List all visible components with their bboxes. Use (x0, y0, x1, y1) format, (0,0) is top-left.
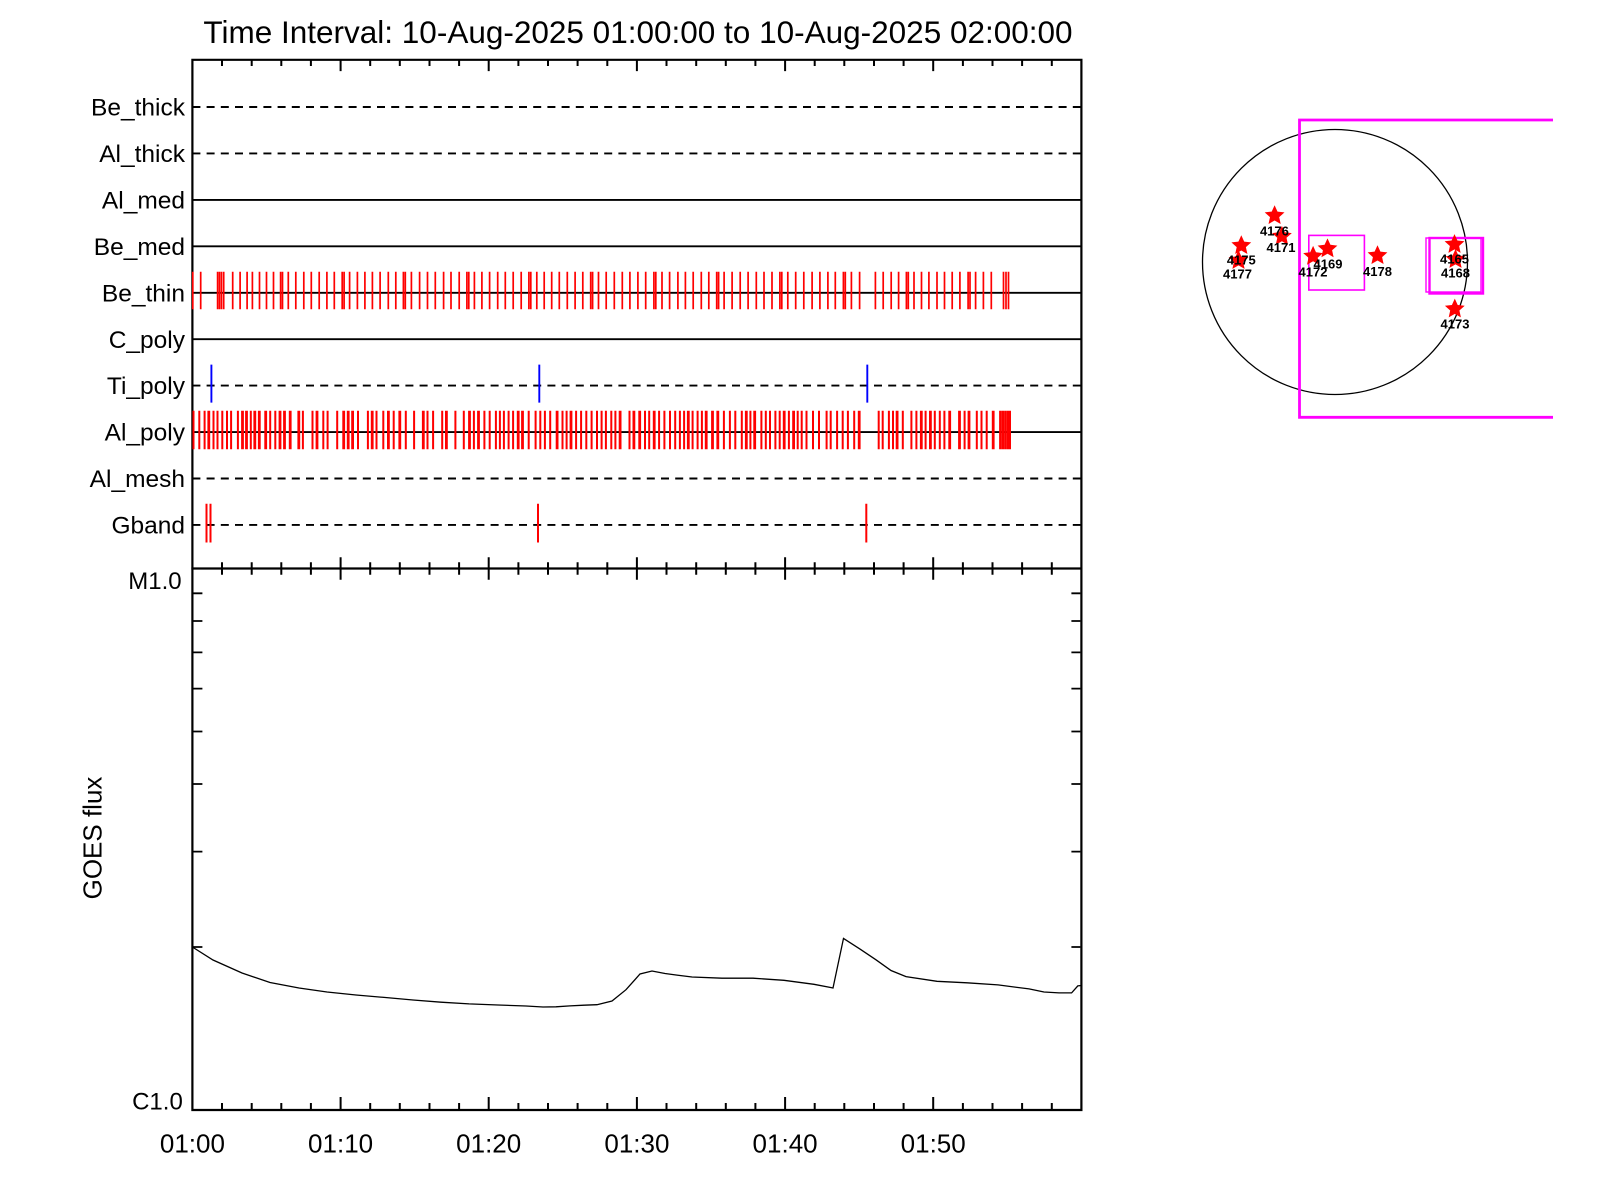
svg-text:GOES flux: GOES flux (77, 777, 107, 900)
svg-text:C_poly: C_poly (109, 327, 186, 354)
svg-text:4168: 4168 (1441, 266, 1470, 281)
svg-text:Time Interval: 10-Aug-2025 01:: Time Interval: 10-Aug-2025 01:00:00 to 1… (203, 14, 1072, 50)
svg-text:4172: 4172 (1299, 265, 1328, 280)
svg-text:Be_thick: Be_thick (91, 95, 186, 122)
svg-text:Ti_poly: Ti_poly (107, 373, 186, 400)
svg-text:Al_poly: Al_poly (105, 420, 186, 447)
svg-text:01:50: 01:50 (901, 1129, 966, 1159)
svg-text:01:10: 01:10 (308, 1129, 373, 1159)
svg-text:4178: 4178 (1363, 264, 1392, 279)
svg-text:4165: 4165 (1440, 252, 1469, 267)
svg-text:4169: 4169 (1314, 257, 1343, 272)
svg-text:4171: 4171 (1267, 240, 1296, 255)
svg-text:M1.0: M1.0 (128, 568, 181, 595)
svg-text:01:30: 01:30 (604, 1129, 669, 1159)
svg-text:Al_mesh: Al_mesh (90, 466, 185, 493)
svg-text:Al_thick: Al_thick (99, 141, 186, 168)
svg-text:01:00: 01:00 (160, 1129, 225, 1159)
svg-text:Be_med: Be_med (94, 234, 185, 261)
svg-text:Al_med: Al_med (102, 188, 185, 215)
svg-text:01:20: 01:20 (456, 1129, 521, 1159)
svg-text:4176: 4176 (1260, 223, 1289, 238)
svg-text:C1.0: C1.0 (132, 1088, 183, 1115)
svg-text:Gband: Gband (111, 513, 185, 540)
svg-text:4173: 4173 (1441, 317, 1470, 332)
svg-text:01:40: 01:40 (753, 1129, 818, 1159)
svg-text:4175: 4175 (1227, 253, 1256, 268)
svg-text:Be_thin: Be_thin (102, 280, 185, 307)
svg-text:4177: 4177 (1223, 267, 1252, 282)
